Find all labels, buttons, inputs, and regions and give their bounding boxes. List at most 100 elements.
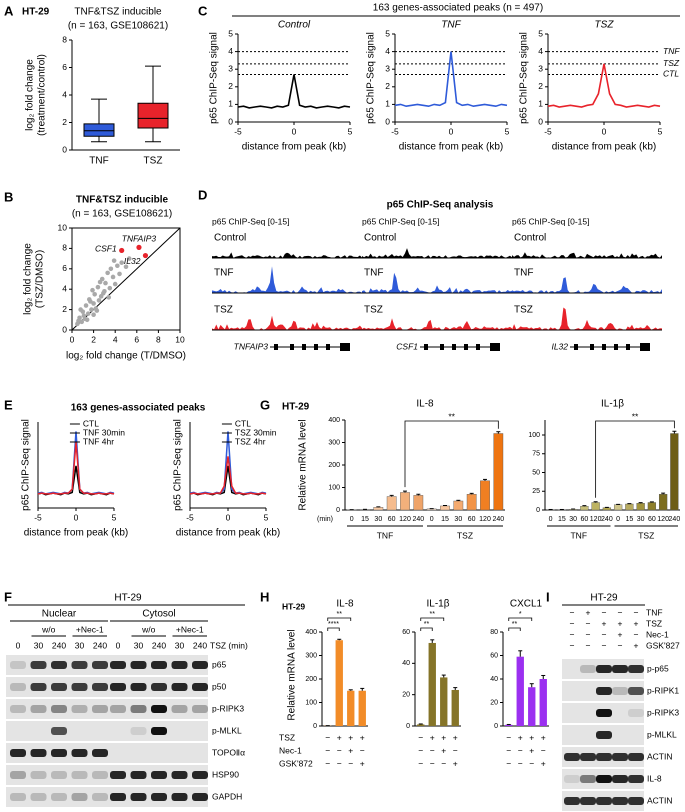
exon xyxy=(302,344,306,350)
cell-line: HT-29 xyxy=(22,7,50,18)
signal-line xyxy=(37,431,115,495)
y-tick-label: 1 xyxy=(228,99,233,109)
fraction-label: Cytosol xyxy=(142,609,175,620)
signal-line xyxy=(237,74,351,109)
legend-label: TSZ 30min xyxy=(235,427,277,437)
condition-sign: + xyxy=(602,618,607,628)
blot-band xyxy=(10,661,26,669)
y-tick-label: 4 xyxy=(385,46,390,56)
y-tick-label: 0 xyxy=(406,723,410,730)
condition-sign: − xyxy=(506,745,511,755)
fraction-label: Nuclear xyxy=(42,609,77,620)
track-label: TSZ xyxy=(364,305,383,316)
y-tick-label: 4 xyxy=(62,283,67,293)
lane-label: 240 xyxy=(152,640,166,650)
x-tick-label: 240 xyxy=(601,516,613,523)
x-tick-label: 60 xyxy=(648,516,656,523)
point xyxy=(96,298,102,303)
bar xyxy=(417,724,425,726)
bar xyxy=(451,689,459,726)
group-label: TSZ xyxy=(457,530,473,540)
box xyxy=(137,102,169,129)
blot-band xyxy=(51,683,67,691)
blot-band xyxy=(612,665,628,673)
significance-label: ** xyxy=(512,621,518,628)
condition-label: Nec-1 xyxy=(646,629,669,639)
bar xyxy=(480,480,490,511)
blot-band xyxy=(51,793,67,801)
x-tick-label: 0 xyxy=(74,512,79,522)
point xyxy=(84,317,90,323)
panel-label: B xyxy=(4,189,13,204)
y-tick-label: 0 xyxy=(62,324,67,334)
panel-label: D xyxy=(198,187,207,202)
y-tick-label: 2 xyxy=(62,304,67,314)
y-tick-label: 1 xyxy=(538,99,543,109)
blot-band xyxy=(580,797,596,805)
y-tick-label: 1 xyxy=(385,99,390,109)
blot-band xyxy=(596,731,612,739)
lane-label: 240 xyxy=(93,640,107,650)
x-tick-label: 60 xyxy=(468,516,476,523)
blot-band xyxy=(151,793,167,801)
y-axis-label: p65 ChIP-Seq signal xyxy=(519,32,530,124)
condition-sign: − xyxy=(348,758,353,768)
point xyxy=(78,307,83,312)
chart-title: TNF&TSZ inducible xyxy=(74,7,162,18)
panel-label: C xyxy=(198,3,208,18)
blot-band xyxy=(628,665,644,673)
y-tick-label: 10 xyxy=(58,222,68,232)
blot-band xyxy=(71,683,88,691)
point-label: TNFAIP3 xyxy=(122,234,157,244)
blot-band xyxy=(628,687,644,695)
blot-band xyxy=(30,705,47,713)
point xyxy=(107,285,113,291)
x-axis-label: distance from peak (kb) xyxy=(552,142,657,153)
condition-sign: − xyxy=(570,618,575,628)
blot-band xyxy=(10,705,26,713)
track-signal xyxy=(512,277,662,293)
lane-label: 0 xyxy=(116,640,121,650)
x-tick-label: -5 xyxy=(544,126,552,136)
y-tick-label: 6 xyxy=(62,62,67,72)
x-tick-label: -5 xyxy=(234,126,242,136)
band-label: IL-8 xyxy=(647,773,662,783)
blot-band xyxy=(171,661,188,669)
x-axis-label: distance from peak (kb) xyxy=(242,142,347,153)
lane-label: 30 xyxy=(34,640,44,650)
y-tick-label: 3 xyxy=(538,63,543,73)
bar xyxy=(636,503,645,511)
bar xyxy=(591,502,600,511)
panel-title: CXCL1 xyxy=(510,599,543,610)
point xyxy=(112,281,118,287)
browser-title: p65 ChIP-Seq analysis xyxy=(387,200,494,211)
x-tick-label: -5 xyxy=(34,512,42,522)
exon xyxy=(340,343,350,351)
point-label: CSF1 xyxy=(95,244,117,254)
blot-band xyxy=(110,793,126,801)
x-tick-label: 30 xyxy=(569,516,577,523)
exon xyxy=(640,343,650,351)
significance-bracket xyxy=(404,420,499,488)
band-label: p-RIPK3 xyxy=(212,703,244,713)
significance-bracket xyxy=(595,420,675,498)
x-tick-label: 30 xyxy=(637,516,645,523)
condition-sign: − xyxy=(418,758,423,768)
signal-line xyxy=(394,51,508,108)
x-tick-label: 6 xyxy=(134,334,139,344)
point xyxy=(83,303,89,308)
blot-band xyxy=(110,771,126,779)
blot-band xyxy=(612,797,628,805)
panel-title: IL-8 xyxy=(416,399,434,410)
track-signal xyxy=(212,315,362,330)
bar xyxy=(386,496,397,511)
blot-strip xyxy=(6,721,208,741)
y-axis-label: Relative mRNA level xyxy=(298,419,309,510)
y-tick-label: 2 xyxy=(228,81,233,91)
blot-band xyxy=(130,727,147,735)
x-tick-label: 0 xyxy=(292,126,297,136)
blot-band xyxy=(92,749,108,757)
x-tick-label: 5 xyxy=(505,126,510,136)
track-signal xyxy=(212,266,362,293)
x-tick-label: 15 xyxy=(625,516,633,523)
